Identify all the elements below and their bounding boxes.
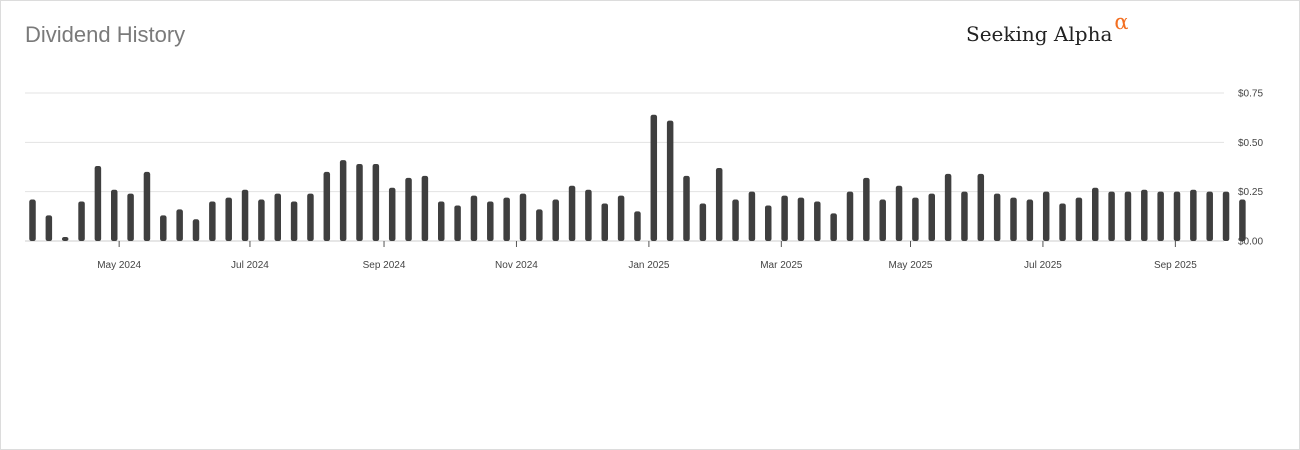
dividend-bar[interactable] <box>421 175 429 241</box>
dividend-bar[interactable] <box>1190 189 1197 241</box>
dividend-bar[interactable] <box>846 191 854 241</box>
dividend-bar[interactable] <box>993 193 1001 241</box>
dividend-bar[interactable] <box>454 205 461 241</box>
x-tick-label: Jan 2025 <box>628 260 670 271</box>
x-tick-label: May 2025 <box>889 260 933 271</box>
dividend-bar[interactable] <box>127 193 134 241</box>
y-tick-label: $0.75 <box>1238 89 1263 100</box>
dividend-bar[interactable] <box>339 160 347 241</box>
dividend-bar[interactable] <box>61 237 69 241</box>
y-axis-labels: $0.00 $0.25 $0.50 $0.75 <box>1238 89 1263 248</box>
dividend-bar[interactable] <box>192 219 200 241</box>
dividend-bar[interactable] <box>94 166 102 241</box>
dividend-bar[interactable] <box>912 197 919 241</box>
dividend-bar[interactable] <box>209 201 216 241</box>
dividend-bar[interactable] <box>78 201 85 241</box>
y-tick-label: $0.00 <box>1238 237 1263 248</box>
x-tick-label: Mar 2025 <box>760 260 803 271</box>
chart-title: Dividend History <box>25 22 186 47</box>
alpha-icon: α <box>1114 10 1129 34</box>
dividend-bar[interactable] <box>699 203 707 241</box>
dividend-bar[interactable] <box>45 215 53 241</box>
x-tick-label: May 2024 <box>97 260 141 271</box>
dividend-bar[interactable] <box>372 164 380 241</box>
dividend-bar[interactable] <box>601 203 609 241</box>
dividend-bar[interactable] <box>503 197 510 241</box>
dividend-bar[interactable] <box>797 197 805 241</box>
dividend-bar[interactable] <box>1124 191 1132 241</box>
dividend-bar[interactable] <box>1222 191 1230 241</box>
dividend-bar[interactable] <box>405 177 412 241</box>
dividend-bar[interactable] <box>225 197 232 241</box>
dividend-bar[interactable] <box>830 213 837 241</box>
dividend-bar[interactable] <box>1141 189 1148 241</box>
dividend-bar[interactable] <box>536 209 543 241</box>
x-tick-label: Jul 2024 <box>231 260 269 271</box>
dividend-bar[interactable] <box>470 195 478 241</box>
x-tick-label: Nov 2024 <box>495 260 538 271</box>
dividend-bar[interactable] <box>765 205 772 241</box>
dividend-bar[interactable] <box>1042 191 1050 241</box>
dividend-bar[interactable] <box>1239 199 1246 241</box>
dividend-bar[interactable] <box>160 215 167 241</box>
dividend-bar[interactable] <box>1173 191 1181 241</box>
x-tick-label: Jul 2025 <box>1024 260 1062 271</box>
dividend-bar[interactable] <box>519 193 527 241</box>
dividend-bar[interactable] <box>290 201 298 241</box>
dividend-bar[interactable] <box>879 199 886 241</box>
dividend-bar[interactable] <box>650 114 658 241</box>
dividend-bar[interactable] <box>814 201 821 241</box>
dividend-bar[interactable] <box>961 191 968 241</box>
bars <box>29 114 1246 241</box>
dividend-bar[interactable] <box>944 173 952 241</box>
dividend-bar[interactable] <box>683 175 690 241</box>
dividend-bar[interactable] <box>307 193 314 241</box>
dividend-bar[interactable] <box>732 199 739 241</box>
dividend-bar[interactable] <box>176 209 183 241</box>
grid-lines <box>25 92 1224 242</box>
y-tick-label: $0.50 <box>1238 138 1263 149</box>
dividend-bar[interactable] <box>863 177 870 241</box>
dividend-bar[interactable] <box>29 199 36 241</box>
dividend-bar[interactable] <box>143 171 151 241</box>
dividend-bar[interactable] <box>323 171 331 241</box>
dividend-bar[interactable] <box>1108 191 1115 241</box>
dividend-bar[interactable] <box>388 187 396 241</box>
dividend-bar[interactable] <box>568 185 576 241</box>
dividend-bar[interactable] <box>258 199 265 241</box>
dividend-bar[interactable] <box>1026 199 1034 241</box>
dividend-bar[interactable] <box>487 201 494 241</box>
dividend-bar[interactable] <box>895 185 903 241</box>
x-tick-label: Sep 2024 <box>363 260 406 271</box>
brand-name: Seeking Alpha <box>966 22 1113 46</box>
dividend-bar[interactable] <box>617 195 625 241</box>
dividend-bar[interactable] <box>111 189 118 241</box>
dividend-bar[interactable] <box>928 193 936 241</box>
dividend-bar[interactable] <box>585 189 592 241</box>
x-tick-label: Sep 2025 <box>1154 260 1197 271</box>
dividend-bar[interactable] <box>1010 197 1017 241</box>
dividend-bar[interactable] <box>274 193 282 241</box>
dividend-bar[interactable] <box>634 211 641 241</box>
dividend-bar[interactable] <box>715 167 723 241</box>
dividend-bar[interactable] <box>438 201 445 241</box>
dividend-bar[interactable] <box>1157 191 1164 241</box>
dividend-bar[interactable] <box>666 120 674 241</box>
dividend-bar[interactable] <box>977 173 985 241</box>
y-tick-label: $0.25 <box>1238 187 1263 198</box>
dividend-bar[interactable] <box>1206 191 1213 241</box>
dividend-bar[interactable] <box>1059 203 1066 241</box>
dividend-bar[interactable] <box>1075 197 1083 241</box>
dividend-bar[interactable] <box>748 191 756 241</box>
dividend-bar[interactable] <box>241 189 249 241</box>
dividend-bar[interactable] <box>356 164 363 241</box>
dividend-bar[interactable] <box>781 195 788 241</box>
dividend-bar[interactable] <box>552 199 559 241</box>
x-axis: May 2024 Jul 2024 Sep 2024 Nov 2024 Jan 2025… <box>97 241 1197 271</box>
dividend-bar[interactable] <box>1092 187 1099 241</box>
seeking-alpha-logo[interactable]: Seeking Alphaα <box>966 10 1129 46</box>
